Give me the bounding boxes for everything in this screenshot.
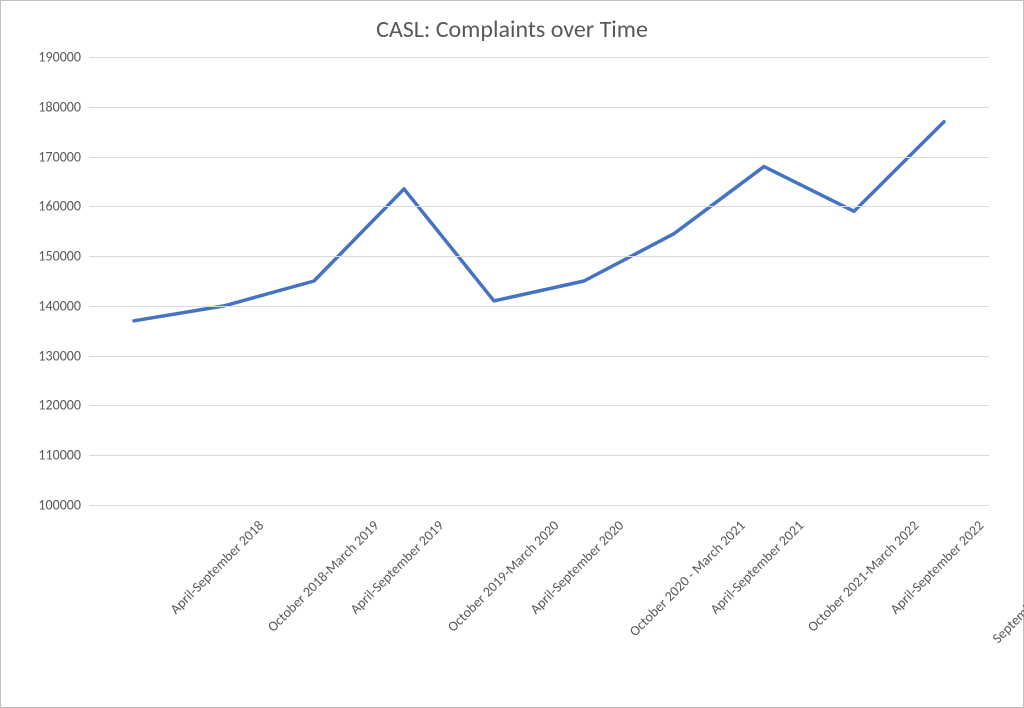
y-tick-label: 150000 bbox=[38, 248, 81, 265]
chart-line bbox=[89, 57, 989, 505]
y-tick-label: 110000 bbox=[38, 447, 81, 464]
x-tick-label: September 2022-March 2023 bbox=[989, 517, 1024, 647]
x-tick-label: April-September 2018 bbox=[167, 517, 268, 618]
x-tick-label: October 2019-March 2020 bbox=[444, 517, 562, 635]
y-tick-label: 180000 bbox=[38, 98, 81, 115]
x-axis-labels: April-September 2018October 2018-March 2… bbox=[89, 511, 989, 701]
chart-container: CASL: Complaints over Time 1000001100001… bbox=[0, 0, 1024, 708]
grid-line bbox=[89, 455, 989, 456]
grid-line bbox=[89, 505, 989, 506]
x-tick-label: October 2020 - March 2021 bbox=[626, 517, 749, 640]
y-tick-label: 170000 bbox=[38, 148, 81, 165]
grid-line bbox=[89, 107, 989, 108]
data-line bbox=[134, 122, 944, 321]
y-tick-label: 140000 bbox=[38, 297, 81, 314]
grid-line bbox=[89, 405, 989, 406]
y-tick-label: 190000 bbox=[38, 49, 81, 66]
grid-line bbox=[89, 157, 989, 158]
grid-line bbox=[89, 356, 989, 357]
x-tick-label: October 2018-March 2019 bbox=[264, 517, 382, 635]
grid-line bbox=[89, 306, 989, 307]
y-tick-label: 160000 bbox=[38, 198, 81, 215]
x-tick-label: October 2021-March 2022 bbox=[804, 517, 922, 635]
y-tick-label: 130000 bbox=[38, 347, 81, 364]
y-tick-label: 120000 bbox=[38, 397, 81, 414]
plot-area: 1000001100001200001300001400001500001600… bbox=[89, 57, 989, 505]
chart-title: CASL: Complaints over Time bbox=[1, 1, 1023, 44]
grid-line bbox=[89, 206, 989, 207]
grid-line bbox=[89, 256, 989, 257]
grid-line bbox=[89, 57, 989, 58]
y-tick-label: 100000 bbox=[38, 497, 81, 514]
